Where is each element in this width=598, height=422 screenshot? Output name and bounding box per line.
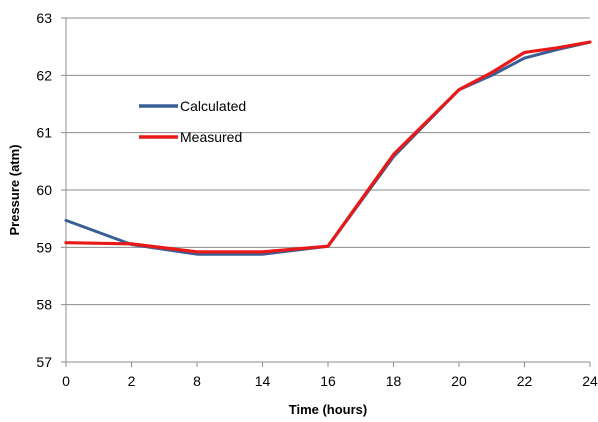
- y-tick-label-61: 61: [36, 125, 52, 141]
- x-tick-label-20: 20: [451, 373, 467, 389]
- series-line-measured: [64, 40, 592, 254]
- x-tick-label-0: 0: [62, 373, 70, 389]
- x-tick-labels: 0 2 8 14 16 18 20 22 24: [62, 362, 598, 389]
- y-tick-label-62: 62: [36, 67, 52, 83]
- x-tick-label-18: 18: [386, 373, 402, 389]
- y-tick-label-63: 63: [36, 10, 52, 26]
- series-lines: [64, 40, 592, 256]
- gridlines: [61, 17, 590, 363]
- x-tick-label-22: 22: [517, 373, 533, 389]
- x-tick-label-14: 14: [255, 373, 271, 389]
- legend-label-calculated: Calculated: [180, 98, 246, 114]
- y-tick-label-58: 58: [36, 297, 52, 313]
- y-tick-label-59: 59: [36, 239, 52, 255]
- series-line-calculated: [64, 40, 592, 256]
- x-tick-label-2: 2: [128, 373, 136, 389]
- legend-label-measured: Measured: [180, 129, 242, 145]
- legend: Calculated Measured: [139, 98, 246, 145]
- x-tick-label-24: 24: [582, 373, 598, 389]
- x-tick-label-8: 8: [193, 373, 201, 389]
- y-tick-label-60: 60: [36, 182, 52, 198]
- y-axis-title: Pressure (atm): [7, 144, 22, 235]
- y-tick-label-57: 57: [36, 354, 52, 370]
- x-tick-label-16: 16: [320, 373, 336, 389]
- y-tick-labels: 57 58 59 60 61 62 63: [36, 10, 52, 370]
- x-axis-title: Time (hours): [289, 402, 368, 417]
